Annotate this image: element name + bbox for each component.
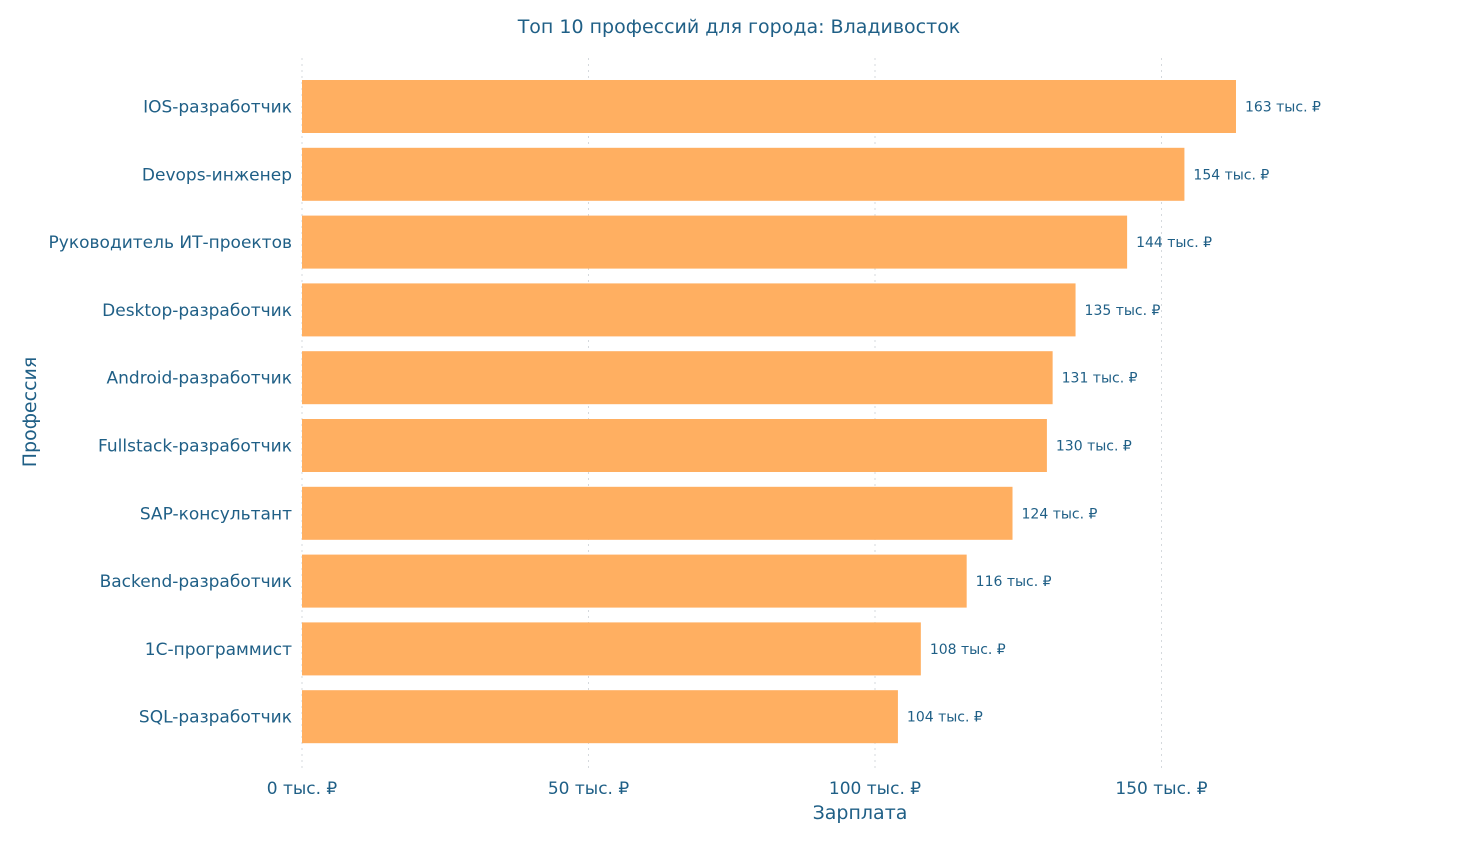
bar bbox=[302, 554, 967, 608]
bar bbox=[302, 215, 1128, 269]
bar bbox=[302, 147, 1185, 201]
data-labels: 163 тыс. ₽ 154 тыс. ₽ 144 тыс. ₽ 135 тыс. ₽… bbox=[907, 100, 1321, 726]
y-tick-label: Руководитель ИТ-проектов bbox=[49, 233, 292, 253]
x-tick-label: 100 тыс. ₽ bbox=[829, 779, 921, 799]
bar-value-label: 131 тыс. ₽ bbox=[1062, 371, 1138, 387]
x-tick-label: 50 тыс. ₽ bbox=[548, 779, 630, 799]
y-tick-label: IOS-разработчик bbox=[143, 98, 292, 118]
y-tick-label: 1С-программист bbox=[145, 640, 292, 660]
y-tick-label: Android-разработчик bbox=[107, 369, 292, 389]
bar bbox=[302, 80, 1236, 133]
y-tick-label: Desktop-разработчик bbox=[102, 301, 292, 321]
bar-value-label: 108 тыс. ₽ bbox=[930, 642, 1006, 658]
y-tick-label: SQL-разработчик bbox=[139, 708, 292, 728]
bar bbox=[302, 486, 1013, 540]
bar-value-label: 104 тыс. ₽ bbox=[907, 710, 983, 726]
y-axis-ticks: IOS-разработчик Devops-инженер Руководител… bbox=[49, 98, 293, 728]
bar-value-label: 154 тыс. ₽ bbox=[1193, 167, 1269, 183]
chart-title: Топ 10 профессий для города: Владивосток bbox=[517, 16, 961, 38]
bar-value-label: 124 тыс. ₽ bbox=[1022, 506, 1098, 522]
y-tick-label: Devops-инженер bbox=[142, 165, 292, 185]
y-tick-label: SAP-консультант bbox=[140, 504, 292, 524]
bar bbox=[302, 622, 921, 676]
bar bbox=[302, 351, 1053, 405]
x-tick-label: 0 тыс. ₽ bbox=[267, 779, 338, 799]
x-axis-title: Зарплата bbox=[813, 802, 908, 824]
y-tick-label: Fullstack-разработчик bbox=[98, 437, 292, 457]
y-axis-title: Профессия bbox=[19, 357, 41, 468]
y-tick-label: Backend-разработчик bbox=[100, 572, 292, 592]
bar bbox=[302, 283, 1076, 337]
bars bbox=[302, 80, 1236, 744]
bar-value-label: 135 тыс. ₽ bbox=[1085, 303, 1161, 319]
x-tick-label: 150 тыс. ₽ bbox=[1115, 779, 1207, 799]
bar-value-label: 116 тыс. ₽ bbox=[976, 574, 1052, 590]
bar bbox=[302, 690, 898, 744]
gridlines bbox=[301, 58, 1162, 770]
bar bbox=[302, 419, 1047, 472]
bar-value-label: 163 тыс. ₽ bbox=[1245, 100, 1321, 116]
x-axis-ticks: 0 тыс. ₽ 50 тыс. ₽ 100 тыс. ₽ 150 тыс. ₽ bbox=[267, 779, 1208, 799]
bar-value-label: 144 тыс. ₽ bbox=[1136, 235, 1212, 251]
bar-value-label: 130 тыс. ₽ bbox=[1056, 439, 1132, 455]
